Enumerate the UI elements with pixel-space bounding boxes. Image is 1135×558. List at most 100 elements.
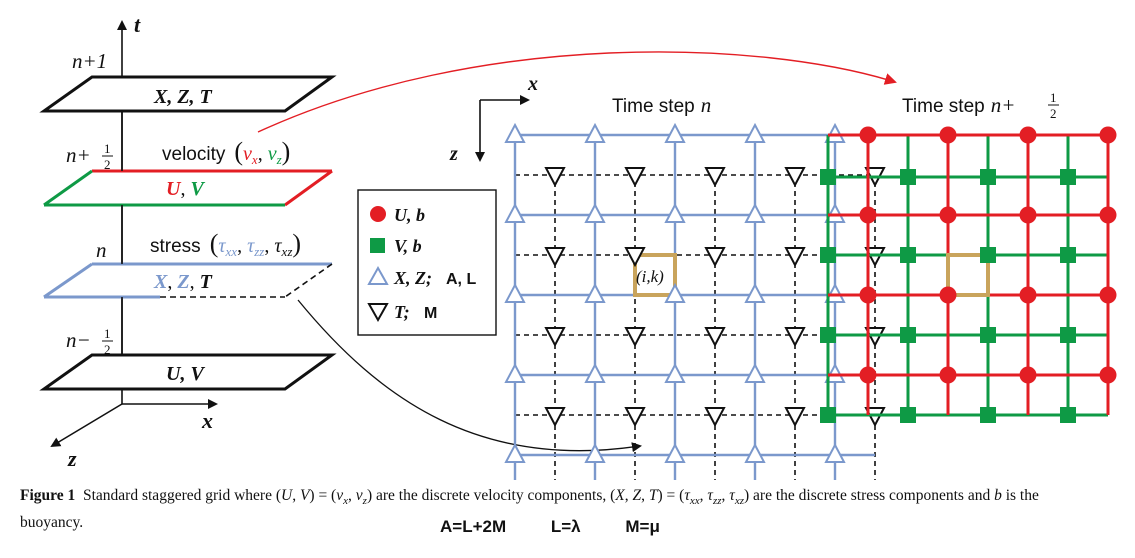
xz-triangle-up bbox=[664, 362, 686, 383]
legend-green-square-icon bbox=[370, 238, 385, 253]
formula-a: A=L+2M bbox=[440, 517, 507, 536]
xz-triangle-up bbox=[504, 362, 526, 383]
x-axis-label: x bbox=[201, 408, 213, 433]
u-b-red-circle bbox=[1019, 286, 1037, 304]
xz-triangle-up bbox=[584, 282, 606, 303]
z-axis-label: z bbox=[67, 446, 77, 471]
level-n: n bbox=[96, 238, 107, 262]
u-b-red-circle bbox=[939, 286, 957, 304]
xz-triangle-up bbox=[824, 442, 846, 463]
xz-triangle-up bbox=[744, 362, 766, 383]
xz-triangle-up bbox=[504, 282, 526, 303]
v-b-green-square bbox=[1060, 327, 1076, 343]
v-b-green-square bbox=[1060, 247, 1076, 263]
xz-triangle-up bbox=[744, 282, 766, 303]
level-n-minus-half: n− 1 2 bbox=[66, 326, 113, 357]
v-b-green-square bbox=[900, 247, 916, 263]
arrow-to-right-grid bbox=[257, 51, 897, 133]
xz-triangle-up bbox=[584, 442, 606, 463]
svg-text:n−: n− bbox=[66, 328, 91, 352]
t-triangle-down bbox=[544, 167, 566, 188]
caption-text: Standard staggered grid where (U, V) = (… bbox=[20, 487, 1039, 532]
legend-v-b: V, b bbox=[394, 236, 422, 256]
legend-u-b: U, b bbox=[394, 205, 425, 225]
svg-text:1: 1 bbox=[104, 326, 111, 341]
u-b-red-circle bbox=[939, 366, 957, 384]
t-triangle-down bbox=[624, 407, 646, 428]
xz-triangle-up bbox=[664, 282, 686, 303]
grid-axes: x z bbox=[449, 73, 538, 165]
v-b-green-square bbox=[900, 169, 916, 185]
figure-caption: Figure 1 Standard staggered grid where (… bbox=[20, 485, 1060, 534]
xz-triangle-up bbox=[744, 202, 766, 223]
t-triangle-down bbox=[544, 247, 566, 268]
arrow-to-left-grid bbox=[297, 299, 642, 453]
figure-label: Figure 1 bbox=[20, 487, 76, 504]
t-triangle-down bbox=[784, 167, 806, 188]
plane-top-label: X, Z, T bbox=[153, 86, 213, 108]
xz-triangle-up bbox=[504, 442, 526, 463]
v-b-green-square bbox=[1060, 169, 1076, 185]
plane-bottom-label: U, V bbox=[166, 363, 205, 385]
svg-text:2: 2 bbox=[104, 342, 111, 357]
t-triangle-down bbox=[784, 327, 806, 348]
legend-t-params: M bbox=[424, 305, 437, 322]
t-triangle-down bbox=[624, 327, 646, 348]
v-b-green-square bbox=[1060, 407, 1076, 423]
level-n-plus-half: n+ 1 2 bbox=[66, 141, 113, 172]
level-n-plus-1: n+1 bbox=[72, 49, 107, 73]
v-b-green-square bbox=[980, 169, 996, 185]
svg-text:2: 2 bbox=[104, 157, 111, 172]
cell-highlight bbox=[633, 253, 677, 297]
velocity-label: velocity (vx, vz) bbox=[162, 137, 290, 167]
grid-x-label: x bbox=[527, 73, 538, 95]
t-triangle-down bbox=[704, 167, 726, 188]
stress-label: stress (τxx, τzz, τxz) bbox=[150, 229, 301, 259]
formula-l: L=λ bbox=[550, 517, 581, 536]
parameter-formulas: A=L+2M L=λ M=μ bbox=[440, 517, 700, 537]
grid-z-label: z bbox=[449, 143, 458, 165]
legend-triangle-up-icon bbox=[367, 265, 389, 285]
u-b-red-circle bbox=[1099, 286, 1117, 304]
v-b-green-square bbox=[820, 327, 836, 343]
t-triangle-down bbox=[544, 327, 566, 348]
v-b-green-square bbox=[980, 247, 996, 263]
xz-triangle-up bbox=[664, 442, 686, 463]
legend-triangle-down-icon bbox=[367, 303, 389, 323]
v-b-green-square bbox=[980, 327, 996, 343]
t-triangle-down bbox=[544, 407, 566, 428]
svg-text:1: 1 bbox=[1050, 90, 1057, 105]
cell-highlight bbox=[946, 253, 990, 297]
xz-triangle-up bbox=[664, 122, 686, 143]
u-b-red-circle bbox=[939, 206, 957, 224]
t-triangle-down bbox=[704, 247, 726, 268]
cell-label: (i,k) bbox=[636, 267, 664, 286]
figure-canvas: t x z X, Z, T U, V X, bbox=[39, 12, 1117, 480]
right-grid-title: Time step n+ 1 2 bbox=[902, 90, 1059, 121]
v-b-green-square bbox=[900, 407, 916, 423]
plane-n-minus-half bbox=[39, 353, 337, 391]
legend-t: T; bbox=[394, 302, 410, 322]
plane-n-plus-half bbox=[43, 169, 333, 207]
v-b-green-square bbox=[900, 327, 916, 343]
t-triangle-down bbox=[624, 167, 646, 188]
u-b-red-circle bbox=[859, 286, 877, 304]
t-axis-label: t bbox=[134, 12, 141, 37]
u-b-red-circle bbox=[939, 126, 957, 144]
z-axis bbox=[50, 403, 123, 448]
time-stack: t x z X, Z, T U, V X, bbox=[39, 12, 337, 471]
svg-text:n+: n+ bbox=[66, 143, 91, 167]
legend-xz: X, Z; bbox=[393, 268, 432, 288]
xz-triangle-up bbox=[744, 442, 766, 463]
formula-m: M=μ bbox=[625, 517, 660, 536]
u-b-red-circle bbox=[1019, 126, 1037, 144]
u-b-red-circle bbox=[859, 366, 877, 384]
u-b-red-circle bbox=[1099, 126, 1117, 144]
svg-text:1: 1 bbox=[104, 141, 111, 156]
t-triangle-down bbox=[624, 247, 646, 268]
u-b-red-circle bbox=[859, 126, 877, 144]
u-b-red-circle bbox=[1019, 366, 1037, 384]
left-grid-title: Time step n bbox=[612, 93, 711, 117]
plane-stress-label: X, Z, T bbox=[153, 271, 213, 293]
